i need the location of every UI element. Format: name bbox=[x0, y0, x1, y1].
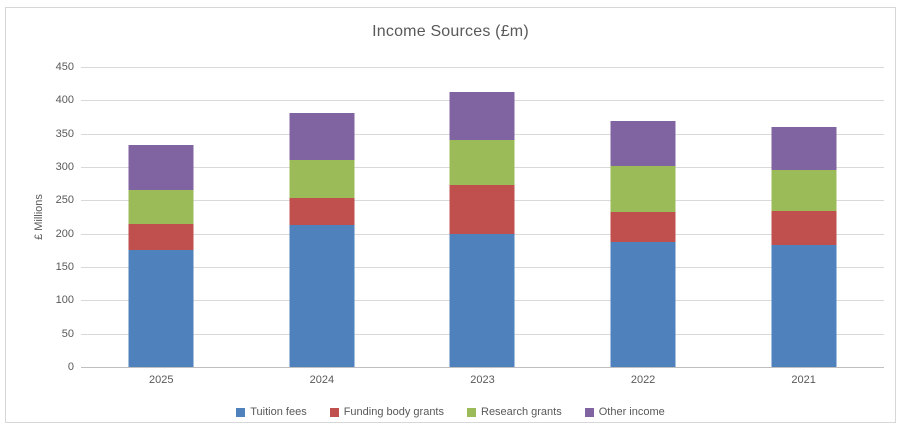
y-tick-label: 350 bbox=[55, 127, 74, 140]
bar-segment bbox=[610, 165, 676, 213]
legend-label: Other income bbox=[598, 406, 665, 418]
bar-segment bbox=[128, 249, 194, 367]
stacked-bar bbox=[610, 67, 676, 367]
legend-item: Funding body grants bbox=[329, 406, 444, 418]
category-slot bbox=[81, 67, 242, 367]
chart-frame: Income Sources (£m) £ Millions 0 50 100 150… bbox=[5, 7, 896, 423]
bar-segment bbox=[128, 189, 194, 224]
bar-segment bbox=[771, 211, 837, 245]
x-tick-label: 2024 bbox=[309, 374, 335, 386]
x-tick-label: 2021 bbox=[791, 374, 816, 386]
y-tick-label: 150 bbox=[55, 261, 74, 274]
x-tick-label: 2025 bbox=[149, 374, 174, 386]
stacked-bar bbox=[128, 67, 194, 367]
y-tick-label: 200 bbox=[55, 227, 74, 240]
bar-segment bbox=[610, 212, 676, 242]
bar-segment bbox=[449, 185, 515, 235]
plot-area bbox=[81, 67, 884, 368]
y-tick-label: 250 bbox=[55, 194, 74, 207]
y-tick-label: 100 bbox=[55, 294, 74, 307]
legend: Tuition fees Funding body grants Research … bbox=[6, 406, 895, 418]
category-slot bbox=[402, 67, 563, 367]
category-slot bbox=[723, 67, 884, 367]
y-tick-labels: 0 50 100 150 200 250 300 350 400 450 bbox=[6, 61, 74, 373]
bar-slots bbox=[81, 67, 884, 367]
x-tick-label: 2023 bbox=[470, 374, 495, 386]
legend-swatch-icon bbox=[329, 407, 339, 417]
stacked-bar bbox=[289, 67, 355, 367]
legend-swatch-icon bbox=[584, 407, 594, 417]
bar-segment bbox=[610, 121, 676, 166]
chart-title: Income Sources (£m) bbox=[372, 23, 529, 40]
bar-segment bbox=[449, 234, 515, 367]
category-slot bbox=[242, 67, 403, 367]
bar-segment bbox=[771, 170, 837, 211]
x-tick-labels: 2025 2024 2023 2022 2021 bbox=[81, 374, 884, 386]
y-tick-label: 450 bbox=[55, 61, 74, 73]
stacked-bar bbox=[771, 67, 837, 367]
y-tick-label: 0 bbox=[67, 361, 74, 373]
bar-segment bbox=[449, 91, 515, 141]
bar-segment bbox=[289, 160, 355, 198]
legend-item: Research grants bbox=[467, 406, 562, 418]
y-tick-label: 50 bbox=[61, 327, 74, 340]
bar-segment bbox=[771, 127, 837, 171]
bar-segment bbox=[771, 245, 837, 367]
bar-segment bbox=[610, 241, 676, 367]
bar-segment bbox=[289, 197, 355, 225]
stacked-bar bbox=[449, 67, 515, 367]
bar-segment bbox=[128, 145, 194, 190]
legend-item: Other income bbox=[584, 406, 665, 418]
legend-label: Research grants bbox=[481, 406, 562, 418]
bar-segment bbox=[449, 140, 515, 186]
gridline bbox=[81, 67, 884, 68]
legend-label: Tuition fees bbox=[250, 406, 307, 418]
legend-item: Tuition fees bbox=[236, 406, 307, 418]
bar-segment bbox=[289, 113, 355, 161]
bar-segment bbox=[289, 225, 355, 367]
y-tick-label: 400 bbox=[55, 94, 74, 107]
x-axis-line bbox=[81, 367, 884, 368]
y-tick-label: 300 bbox=[55, 161, 74, 174]
x-tick-label: 2022 bbox=[630, 374, 656, 386]
legend-swatch-icon bbox=[467, 407, 476, 417]
legend-label: Funding body grants bbox=[343, 406, 444, 418]
bar-segment bbox=[128, 223, 194, 250]
legend-swatch-icon bbox=[236, 407, 246, 417]
category-slot bbox=[563, 67, 724, 367]
